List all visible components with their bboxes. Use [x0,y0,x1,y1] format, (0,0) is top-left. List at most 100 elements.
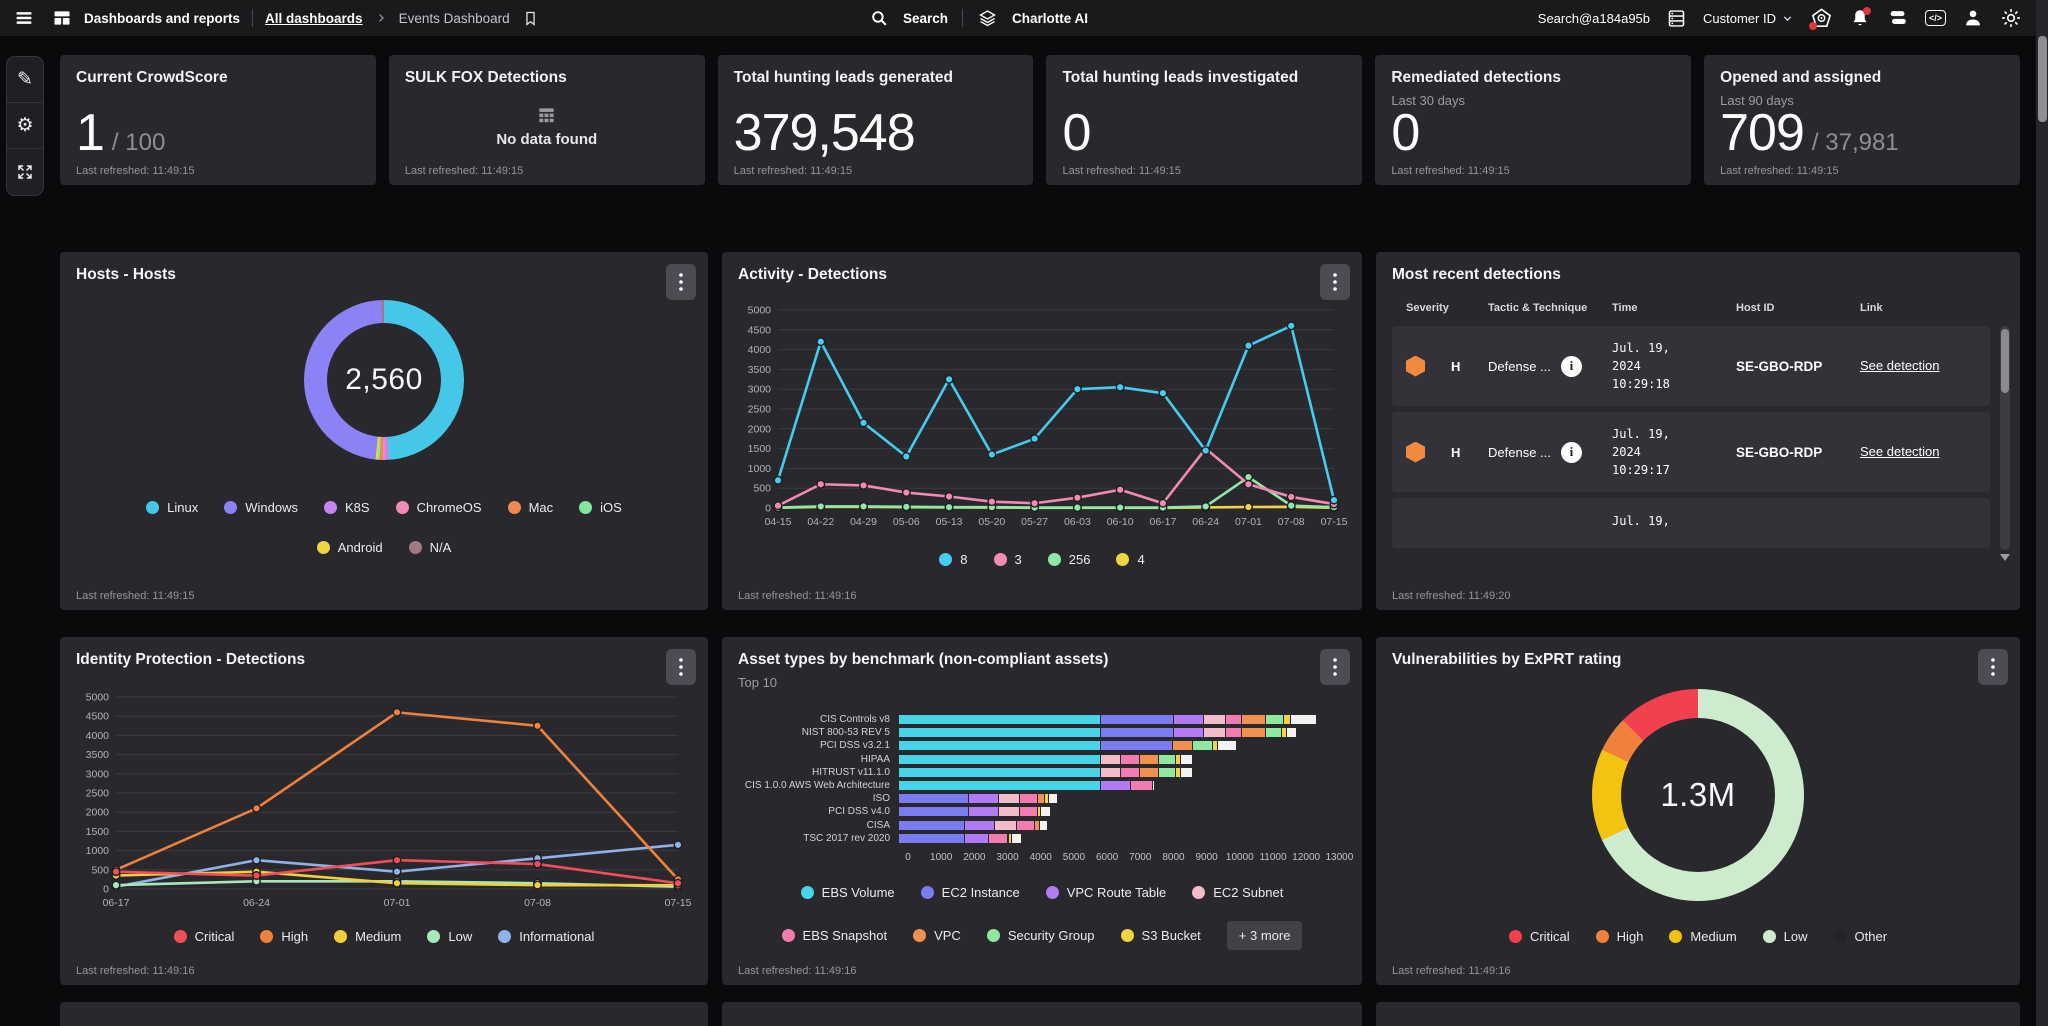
bar-segment [968,807,998,817]
table-row[interactable]: H Defense ... i Jul. 19, 2024 10:29:18 SE-GBO-… [1392,326,1990,406]
search-icon[interactable] [870,9,889,28]
legend-item[interactable]: 8 [939,552,968,567]
charlotte-ai-label[interactable]: Charlotte AI [1012,10,1089,26]
legend-item[interactable]: ChromeOS [395,500,482,515]
breadcrumb-all-dashboards[interactable]: All dashboards [265,10,363,26]
legend-item[interactable]: Critical [1508,929,1570,944]
info-icon[interactable]: i [1560,441,1582,463]
legend-item[interactable]: Medium [1669,929,1737,944]
topbar-divider [962,9,964,27]
bar-segment [1176,767,1181,777]
legend-item[interactable]: EBS Volume [800,885,895,900]
legend-item[interactable]: Low [1762,929,1808,944]
hamburger-menu-icon[interactable] [14,8,34,28]
legend-item[interactable]: N/A [408,540,451,555]
svg-text:06-24: 06-24 [243,897,270,909]
svg-text:06-03: 06-03 [1064,516,1091,528]
code-console-icon[interactable]: </> [1924,10,1946,26]
benchmark-bar[interactable] [899,820,1337,830]
benchmark-bar[interactable] [899,833,1337,843]
bar-segment [1212,741,1217,751]
fullscreen-button[interactable] [7,149,43,195]
see-detection-link[interactable]: See detection [1860,358,1940,373]
table-row[interactable]: H Defense ... i Jul. 19, 2024 10:29:17 SE-GBO-… [1392,412,1990,492]
info-icon[interactable]: i [1560,355,1582,377]
edit-dashboard-button[interactable]: ✎ [7,57,43,103]
legend-item[interactable]: Windows [224,500,298,515]
legend-item[interactable]: S3 Bucket [1120,928,1201,943]
benchmark-bar[interactable] [899,781,1337,791]
x-axis-tick: 9000 [1195,851,1218,863]
benchmark-bar[interactable] [899,715,1337,725]
legend-item[interactable]: Linux [146,500,198,515]
notifications-bell-icon[interactable] [1849,7,1871,29]
legend-item[interactable]: VPC Route Table [1045,885,1167,900]
search-label[interactable]: Search [903,10,949,26]
legend-item[interactable]: VPC [913,928,961,943]
theme-brightness-icon[interactable] [2000,7,2022,29]
legend-item[interactable]: Mac [507,500,553,515]
falcon-crest-icon[interactable] [1808,7,1833,30]
bookmark-icon[interactable] [522,10,539,27]
svg-text:2500: 2500 [86,788,110,800]
legend-item[interactable]: Medium [334,929,401,944]
bar-segment [1204,728,1225,738]
app-section-title: Dashboards and reports [84,10,241,26]
legend-item[interactable]: High [260,929,308,944]
benchmark-bar[interactable] [899,794,1337,804]
hosts-card: Hosts - Hosts 2,560 Linux Windows K8S Chrom… [60,252,708,610]
legend-item[interactable]: EC2 Subnet [1192,885,1283,900]
no-data-state: No data found [389,103,705,151]
link-cell: See detection [1860,357,1970,375]
page-scrollbar-track[interactable] [2036,0,2048,1026]
svg-text:0: 0 [103,884,109,896]
data-stream-icon[interactable] [1887,7,1909,29]
legend-item[interactable]: Other [1833,929,1887,944]
user-profile-icon[interactable] [1962,7,1984,29]
benchmark-bar[interactable] [899,741,1337,751]
legend-item[interactable]: Low [427,929,472,944]
exprt-kebab-menu[interactable] [1978,649,2008,685]
legend-item[interactable]: Android [316,540,383,555]
stat-value: 709/ 37,981 [1720,107,1899,159]
tactic-text: Defense ... [1488,358,1551,374]
legend-item-label: VPC Route Table [1066,885,1167,900]
server-list-icon[interactable] [1666,8,1687,29]
legend-item[interactable]: Critical [173,929,235,944]
legend-item[interactable]: K8S [323,500,370,515]
dashboard-settings-button[interactable]: ⚙ [7,103,43,149]
hosts-kebab-menu[interactable] [666,264,696,300]
detections-scroll-down-arrow[interactable] [2000,554,2010,561]
legend-item[interactable]: EBS Snapshot [781,928,887,943]
assets-kebab-menu[interactable] [1320,649,1350,685]
benchmark-bar[interactable] [899,807,1337,817]
activity-kebab-menu[interactable] [1320,264,1350,300]
customer-id-dropdown[interactable]: Customer ID [1703,11,1794,26]
legend-item[interactable]: Informational [498,929,594,944]
legend-item[interactable]: 256 [1047,552,1090,567]
legend-item-label: Critical [194,929,235,944]
legend-item[interactable]: 4 [1116,552,1145,567]
assets-legend-row-2: EBS Snapshot VPC Security Group S3 Bucket + … [722,921,1362,950]
legend-item[interactable]: 3 [993,552,1022,567]
page-scrollbar-thumb[interactable] [2037,36,2047,122]
legend-item[interactable]: High [1595,929,1643,944]
dashboards-grid-icon[interactable] [52,8,72,28]
benchmark-bar[interactable] [899,728,1337,738]
benchmark-bar[interactable] [899,767,1337,777]
legend-item[interactable]: iOS [579,500,622,515]
charlotte-ai-icon[interactable] [977,8,998,29]
account-search-label[interactable]: Search@a184a95b [1537,10,1651,26]
table-row[interactable]: Jul. 19, [1392,498,1990,548]
legend-color-dot [146,501,160,514]
see-detection-link[interactable]: See detection [1860,444,1940,459]
show-more-series-button[interactable]: + 3 more [1226,921,1303,950]
legend-item[interactable]: EC2 Instance [920,885,1020,900]
bar-segment [1038,807,1040,817]
time-line: 10:29:17 [1612,463,1670,477]
benchmark-bar[interactable] [899,754,1337,764]
detections-scrollbar-thumb[interactable] [2001,329,2009,393]
legend-item[interactable]: Security Group [986,928,1095,943]
identity-kebab-menu[interactable] [666,649,696,685]
detections-scrollbar-track[interactable] [2000,326,2010,550]
